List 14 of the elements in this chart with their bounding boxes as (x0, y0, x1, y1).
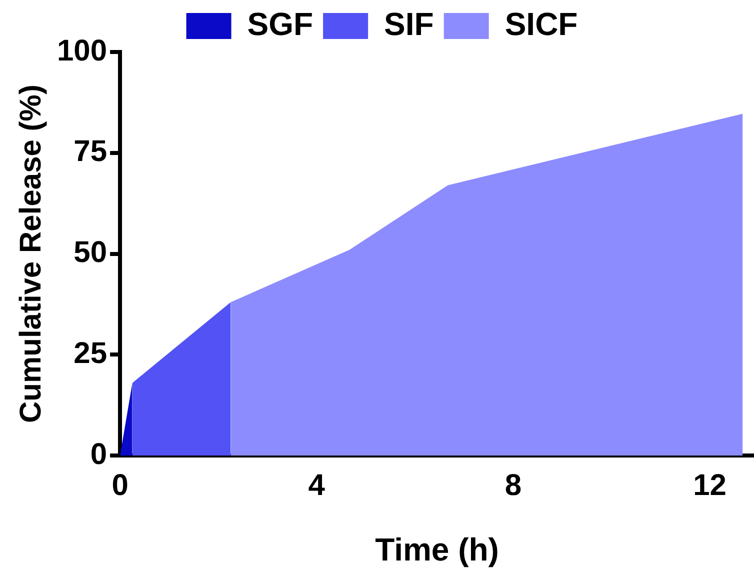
legend-label: SGF (247, 6, 314, 42)
x-tick-label: 4 (308, 468, 326, 502)
x-tick-label: 0 (112, 468, 128, 502)
y-tick-label: 75 (74, 135, 108, 168)
x-tick-label: 8 (504, 468, 522, 502)
legend-label: SICF (504, 6, 578, 42)
y-tick-label: 100 (56, 34, 108, 68)
y-tick-label: 50 (74, 236, 108, 270)
y-tick-label: 25 (74, 336, 108, 370)
x-tick-label: 12 (693, 468, 726, 502)
y-axis-title: Cumulative Release (%) (14, 84, 48, 424)
x-axis-title: Time (h) (375, 532, 499, 568)
legend-label: SIF (384, 6, 434, 42)
y-tick-label: 0 (90, 438, 108, 471)
